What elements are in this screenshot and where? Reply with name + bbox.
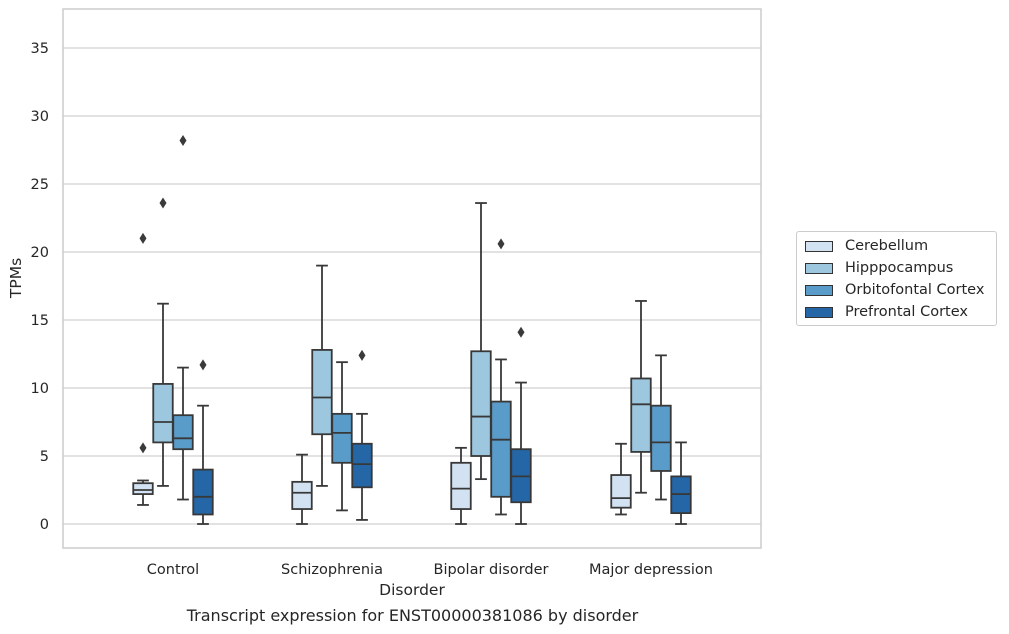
y-tick-label: 25 — [31, 177, 49, 193]
legend: Cerebellum Hipppocampus Orbitofontal Cor… — [796, 231, 997, 326]
legend-item-orbitofrontal: Orbitofontal Cortex — [805, 280, 984, 300]
outlier-point — [159, 197, 167, 209]
x-tick-label: Major depression — [589, 562, 713, 578]
x-tick-label: Control — [147, 562, 199, 578]
plot-frame — [62, 8, 762, 549]
legend-swatch-cerebellum — [805, 240, 833, 252]
legend-swatch-hippocampus — [805, 262, 833, 274]
outlier-point — [199, 359, 207, 371]
legend-item-cerebellum: Cerebellum — [805, 236, 928, 256]
x-tick-label: Schizophrenia — [281, 562, 383, 578]
y-tick-label: 20 — [31, 245, 49, 261]
box-cerebellum — [450, 461, 472, 510]
y-tick-label: 5 — [40, 449, 49, 465]
box-orbitofontal-cortex — [172, 414, 194, 451]
box-hipppocampus — [311, 349, 333, 436]
box-orbitofontal-cortex — [331, 412, 353, 464]
x-axis-label: Disorder — [379, 581, 445, 599]
y-tick-label: 10 — [31, 381, 49, 397]
box-prefrontal-cortex — [192, 468, 214, 516]
box-orbitofontal-cortex — [650, 404, 672, 472]
box-cerebellum — [610, 474, 632, 509]
y-tick-label: 0 — [40, 517, 49, 533]
outlier-point — [358, 349, 366, 361]
x-tick-label: Bipolar disorder — [434, 562, 549, 578]
legend-label-orbitofrontal: Orbitofontal Cortex — [845, 282, 985, 298]
box-hipppocampus — [470, 350, 492, 457]
y-tick-label: 30 — [31, 109, 49, 125]
outlier-point — [179, 134, 187, 146]
box-prefrontal-cortex — [351, 442, 373, 489]
y-tick-label: 35 — [31, 41, 49, 57]
y-axis-label: TPMs — [7, 258, 25, 299]
legend-swatch-orbitofrontal — [805, 284, 833, 296]
outlier-point — [139, 232, 147, 244]
box-orbitofontal-cortex — [490, 400, 512, 498]
legend-label-prefrontal: Prefrontal Cortex — [845, 304, 968, 320]
box-hipppocampus — [152, 383, 174, 444]
figure-caption: Transcript expression for ENST0000038108… — [186, 606, 639, 625]
legend-item-hippocampus: Hipppocampus — [805, 258, 953, 278]
outlier-point — [497, 238, 505, 250]
box-hipppocampus — [630, 377, 652, 453]
outlier-point — [139, 442, 147, 454]
box-cerebellum — [132, 482, 154, 495]
legend-label-hippocampus: Hipppocampus — [845, 260, 954, 276]
outlier-point — [517, 326, 525, 338]
legend-swatch-prefrontal — [805, 306, 833, 318]
box-cerebellum — [291, 480, 313, 510]
legend-label-cerebellum: Cerebellum — [845, 238, 929, 254]
y-tick-label: 15 — [31, 313, 49, 329]
legend-item-prefrontal: Prefrontal Cortex — [805, 302, 968, 322]
